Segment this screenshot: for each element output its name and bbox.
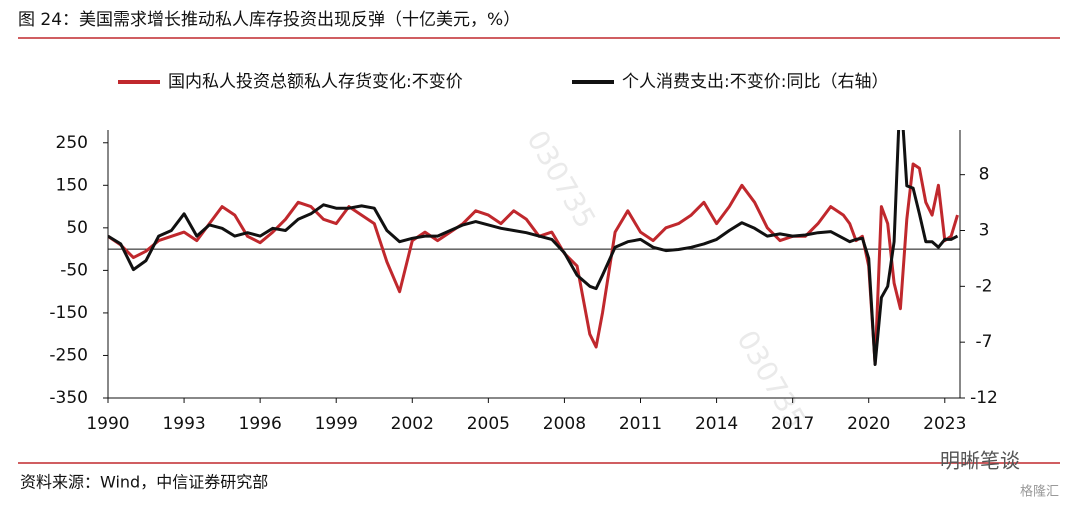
y2-tick-label: -7 bbox=[976, 332, 993, 352]
x-tick-label: 2002 bbox=[391, 414, 434, 434]
y2-tick-label: 3 bbox=[979, 221, 990, 241]
y-tick-label: 50 bbox=[66, 218, 88, 238]
y2-tick-label: -2 bbox=[976, 276, 993, 296]
x-tick-label: 1996 bbox=[239, 414, 282, 434]
watermark: 030735 bbox=[520, 125, 602, 234]
y-tick-label: -50 bbox=[60, 260, 88, 280]
series-line bbox=[108, 162, 959, 366]
x-tick-label: 2011 bbox=[619, 414, 662, 434]
x-tick-label: 1990 bbox=[86, 414, 129, 434]
y-tick-label: 150 bbox=[56, 175, 88, 195]
x-tick-label: 2014 bbox=[695, 414, 738, 434]
x-tick-label: 2023 bbox=[923, 414, 966, 434]
y-tick-label: -350 bbox=[49, 388, 88, 408]
x-tick-label: 2017 bbox=[771, 414, 814, 434]
legend-label: 个人消费支出:不变价:同比（右轴） bbox=[622, 72, 888, 92]
series-line bbox=[108, 130, 959, 366]
y-tick-label: -250 bbox=[49, 345, 88, 365]
y-tick-label: -150 bbox=[49, 303, 88, 323]
x-tick-label: 2020 bbox=[847, 414, 890, 434]
y-tick-label: 250 bbox=[56, 133, 88, 153]
x-tick-label: 1999 bbox=[315, 414, 358, 434]
y2-tick-label: 8 bbox=[979, 165, 990, 185]
legend-label: 国内私人投资总额私人存货变化:不变价 bbox=[168, 72, 463, 92]
watermark: 格隆汇 bbox=[1020, 484, 1059, 500]
source: 资料来源：Wind，中信证券研究部 bbox=[20, 473, 268, 492]
x-tick-label: 2008 bbox=[543, 414, 586, 434]
y2-tick-label: -12 bbox=[970, 388, 998, 408]
chart-title: 图 24：美国需求增长推动私人库存投资出现反弹（十亿美元，%） bbox=[18, 10, 520, 30]
watermark: 明晰笔谈 bbox=[940, 449, 1020, 473]
x-tick-label: 1993 bbox=[162, 414, 205, 434]
x-tick-label: 2005 bbox=[467, 414, 510, 434]
